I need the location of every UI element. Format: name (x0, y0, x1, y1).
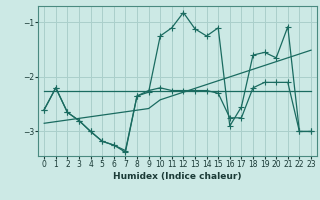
X-axis label: Humidex (Indice chaleur): Humidex (Indice chaleur) (113, 172, 242, 181)
